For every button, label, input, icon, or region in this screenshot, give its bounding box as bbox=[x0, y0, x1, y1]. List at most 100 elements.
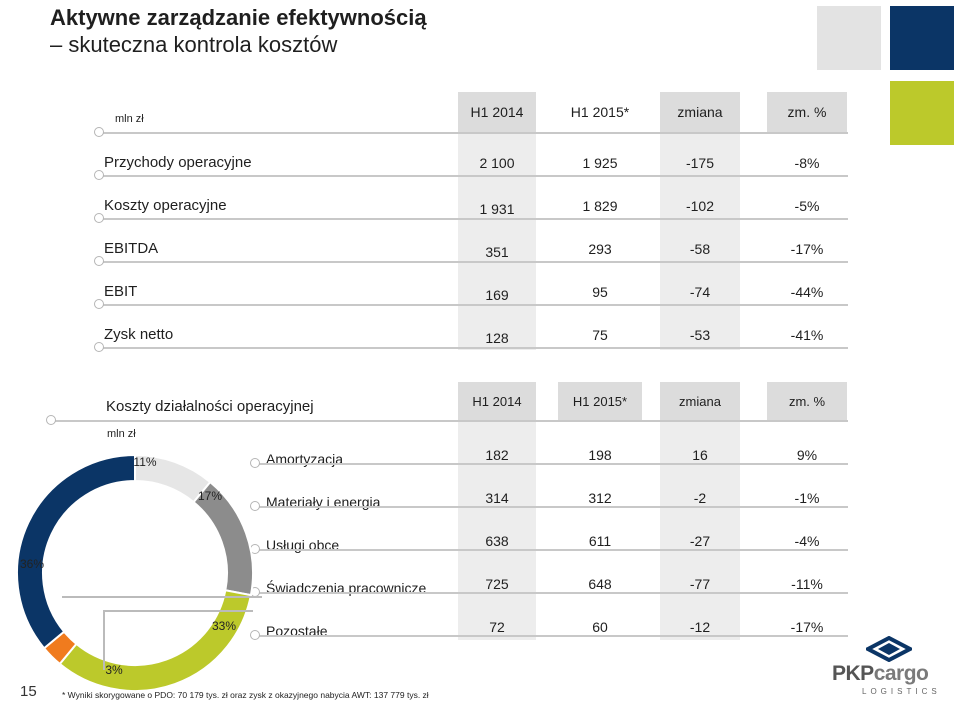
t1-cell: -175 bbox=[685, 155, 715, 171]
t2-cell: -11% bbox=[791, 576, 823, 592]
t1-header-bg-4 bbox=[767, 92, 847, 132]
t1-cell: 1 925 bbox=[582, 155, 618, 171]
t1-cell: 1 931 bbox=[479, 201, 515, 217]
t2-header-4: zm. % bbox=[788, 394, 826, 409]
t1-cell: -44% bbox=[790, 284, 824, 300]
t1-cell: -58 bbox=[689, 241, 711, 257]
decor-square-navy bbox=[890, 6, 954, 70]
t1-row-label: Przychody operacyjne bbox=[104, 154, 252, 171]
title-line-1: Aktywne zarządzanie efektywnością bbox=[50, 5, 427, 30]
t1-cell: -17% bbox=[790, 241, 824, 257]
t2-cell: 314 bbox=[485, 490, 509, 506]
t1-divider-node bbox=[94, 342, 104, 352]
t1-row-label: Koszty operacyjne bbox=[104, 197, 227, 214]
t2-row-divider bbox=[256, 592, 848, 594]
t2-cell: 9% bbox=[796, 447, 818, 463]
slice-label: 3% bbox=[105, 663, 123, 677]
t1-row-divider bbox=[100, 132, 848, 134]
leader-line-orange-v bbox=[103, 610, 105, 670]
t1-cell: 169 bbox=[485, 287, 509, 303]
t2-cell: 312 bbox=[588, 490, 612, 506]
t1-cell: -8% bbox=[794, 155, 820, 171]
slice-swiadczenia bbox=[16, 453, 136, 650]
t1-header-bg-3 bbox=[660, 92, 740, 132]
t2-cell: 16 bbox=[692, 447, 708, 463]
t1-cell: 1 829 bbox=[582, 198, 618, 214]
t1-divider-node bbox=[94, 127, 104, 137]
t2-cell: 611 bbox=[588, 533, 612, 549]
t1-header-4: zm. % bbox=[787, 104, 827, 120]
t2-cell: -77 bbox=[689, 576, 711, 592]
t2-cell: -17% bbox=[790, 619, 824, 635]
t1-row-label: EBIT bbox=[104, 283, 138, 300]
slice-label: 11% bbox=[133, 455, 156, 469]
t1-header-3: zmiana bbox=[677, 104, 723, 120]
cost-structure-donut-chart: 11% 17% 33% 3% 36% bbox=[16, 453, 254, 692]
t1-cell: 2 100 bbox=[479, 155, 515, 171]
t2-header-bg-3 bbox=[660, 382, 740, 420]
t2-cell: -2 bbox=[693, 490, 707, 506]
t1-cell: 95 bbox=[592, 284, 608, 300]
t2-unit-label: mln zł bbox=[107, 428, 136, 440]
logo-subtitle: LOGISTICS bbox=[862, 687, 941, 696]
t1-cell: -41% bbox=[790, 327, 824, 343]
decor-square-lime bbox=[890, 81, 954, 145]
t2-cell: 60 bbox=[592, 619, 608, 635]
t2-shade-col-3 bbox=[660, 382, 740, 640]
logo-wordmark: PKPcargo bbox=[832, 662, 929, 686]
t2-cell: 72 bbox=[489, 619, 505, 635]
t2-header-3: zmiana bbox=[679, 394, 721, 409]
t2-title: Koszty działalności operacyjnej bbox=[106, 398, 314, 415]
t2-shade-col-1 bbox=[458, 382, 536, 640]
t2-cell: 198 bbox=[588, 447, 612, 463]
pkp-cargo-logo: PKPcargo LOGISTICS bbox=[832, 636, 947, 698]
t2-cell: 182 bbox=[485, 447, 509, 463]
t1-row-label: EBITDA bbox=[104, 240, 159, 257]
t1-header-2: H1 2015* bbox=[570, 104, 630, 120]
title-line-2: – skuteczna kontrola kosztów bbox=[50, 32, 338, 57]
t2-divider-node bbox=[250, 630, 260, 640]
t2-header-bg-4 bbox=[767, 382, 847, 420]
t1-cell: -74 bbox=[689, 284, 711, 300]
t2-header-bg-2 bbox=[558, 382, 642, 420]
page-title: Aktywne zarządzanie efektywnością – skut… bbox=[50, 4, 427, 58]
t2-header-2: H1 2015* bbox=[572, 394, 628, 409]
t2-cell: -12 bbox=[689, 619, 711, 635]
logo-mark-icon bbox=[866, 636, 912, 662]
slice-uslugi-obce bbox=[58, 589, 253, 692]
logo-brand-pkp: PKP bbox=[832, 662, 874, 685]
t1-cell: -53 bbox=[689, 327, 711, 343]
t2-row-divider bbox=[52, 420, 848, 422]
logo-brand-cargo: cargo bbox=[873, 662, 929, 685]
t1-header-1: H1 2014 bbox=[470, 104, 524, 120]
t1-cell: 351 bbox=[485, 244, 509, 260]
t2-divider-node bbox=[250, 458, 260, 468]
t2-cell: 638 bbox=[485, 533, 509, 549]
t1-unit-label: mln zł bbox=[115, 113, 144, 125]
t2-header-1: H1 2014 bbox=[472, 394, 522, 409]
footnote: * Wyniki skorygowane o PDO: 70 179 tys. … bbox=[62, 690, 429, 700]
t2-row-divider bbox=[256, 463, 848, 465]
decor-square-grey bbox=[817, 6, 881, 70]
t2-divider-node bbox=[250, 501, 260, 511]
t1-cell: -102 bbox=[685, 198, 715, 214]
slice-label: 33% bbox=[212, 619, 236, 633]
t2-cell: 725 bbox=[485, 576, 509, 592]
t1-row-divider bbox=[100, 218, 848, 220]
t1-shade-col-3 bbox=[660, 92, 740, 350]
t2-row-divider bbox=[256, 549, 848, 551]
t1-cell: 128 bbox=[485, 330, 509, 346]
t1-row-divider bbox=[100, 347, 848, 349]
t2-divider-node bbox=[46, 415, 56, 425]
t1-divider-node bbox=[94, 256, 104, 266]
t1-row-label: Zysk netto bbox=[104, 326, 174, 343]
t2-header-bg-1 bbox=[458, 382, 536, 420]
page-number: 15 bbox=[20, 683, 37, 700]
t1-cell: -5% bbox=[794, 198, 820, 214]
t1-shade-col-1 bbox=[458, 92, 536, 350]
t2-row-divider bbox=[256, 635, 848, 637]
t1-row-divider bbox=[100, 175, 848, 177]
t2-row-divider bbox=[256, 506, 848, 508]
leader-line-orange-h bbox=[103, 610, 253, 612]
slice-label: 36% bbox=[20, 557, 44, 571]
